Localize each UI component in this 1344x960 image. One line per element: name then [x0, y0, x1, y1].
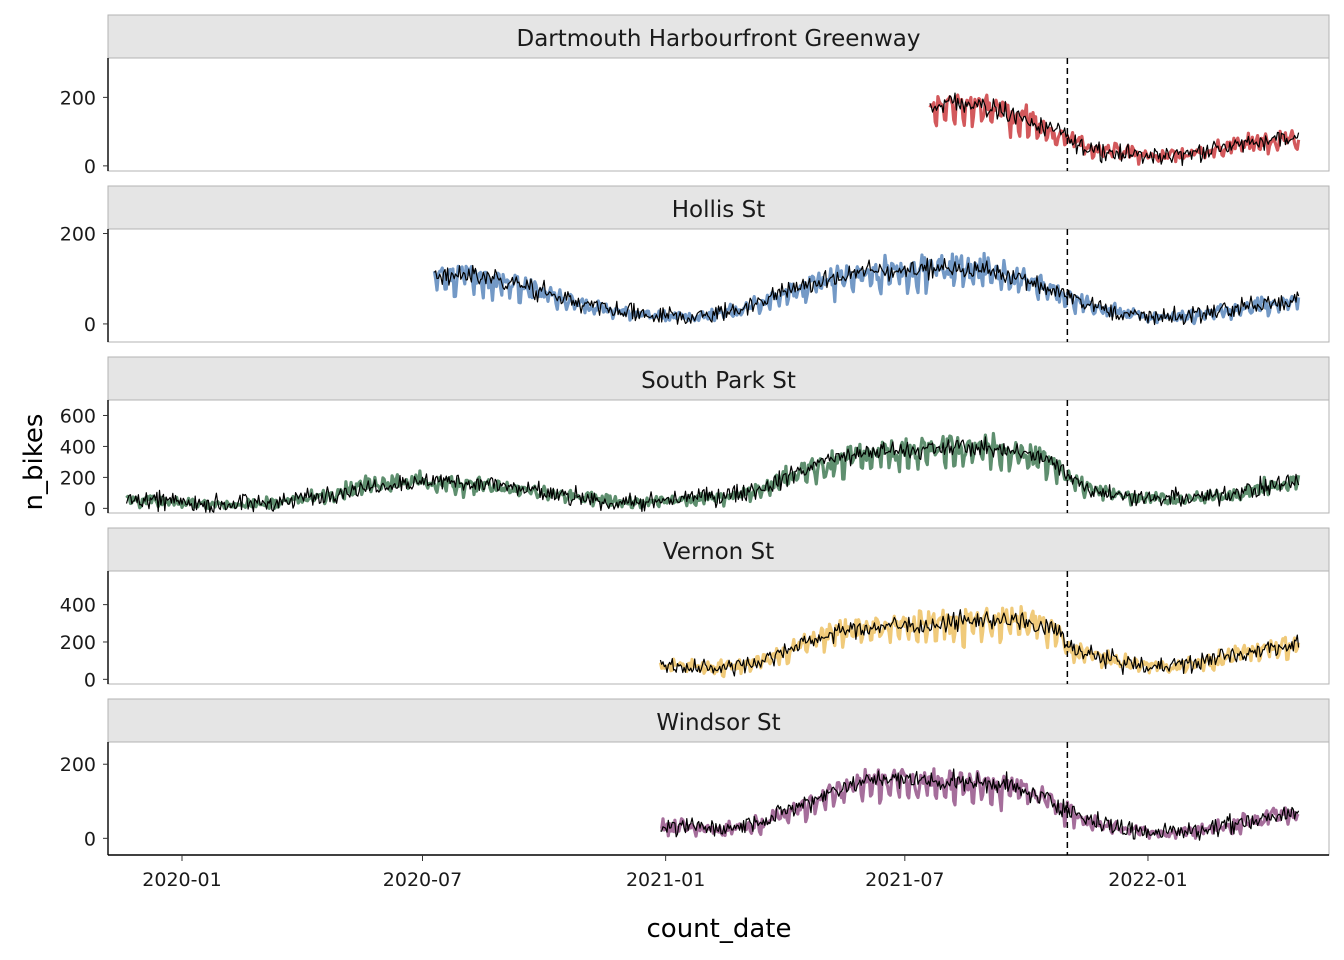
y-tick-label: 200: [60, 754, 96, 776]
x-axis: 2020-01 2020-07 2021-01 2021-07 2022-01: [108, 854, 1329, 891]
facet-strip: [107, 185, 1330, 230]
x-axis-title: count_date: [647, 914, 792, 944]
facet-panels: Dartmouth Harbourfront Greenway0200Holli…: [60, 14, 1330, 856]
x-tick-label: 2020-07: [383, 869, 462, 891]
facet-windsor-st: Windsor St 0 200: [60, 698, 1330, 856]
fitted-series-line: [125, 436, 1300, 513]
y-tick-label: 0: [84, 828, 96, 850]
facet-strip-label: South Park St: [641, 368, 796, 394]
y-tick-label: 400: [60, 595, 96, 617]
facet-dartmouth-harbourfront-greenway: Dartmouth Harbourfront Greenway 0 200: [60, 14, 1330, 178]
y-tick-label: 0: [84, 498, 96, 520]
y-tick-label: 0: [84, 669, 96, 691]
facet-strip: [107, 698, 1330, 743]
facet-strip: [107, 527, 1330, 572]
facet-strip-label: Hollis St: [672, 197, 765, 223]
y-tick-label: 600: [60, 405, 96, 427]
facet-strip-label: Vernon St: [663, 539, 774, 565]
facet-strip-label: Dartmouth Harbourfront Greenway: [517, 26, 921, 52]
facet-vernon-st: Vernon St 0 200 400: [60, 527, 1330, 691]
fitted-series-line: [929, 92, 1300, 167]
fitted-series-line: [659, 609, 1300, 677]
y-tick-label: 200: [60, 87, 96, 109]
x-tick-label: 2022-01: [1108, 869, 1187, 891]
facet-strip: [107, 356, 1330, 401]
y-tick-label: 0: [84, 156, 96, 178]
facet-south-park-st: South Park St 0 200 400 600: [60, 356, 1330, 520]
y-axis-title: n_bikes: [19, 414, 49, 511]
facet-hollis-st: Hollis St 0 200: [60, 185, 1330, 343]
x-tick-label: 2020-01: [142, 869, 221, 891]
observed-series-line: [928, 93, 1301, 166]
y-tick-label: 400: [60, 436, 96, 458]
fitted-series-line: [660, 768, 1300, 841]
facet-strip-label: Windsor St: [656, 710, 780, 736]
fitted-series-line: [433, 257, 1300, 326]
observed-series-line: [432, 251, 1301, 326]
y-tick-label: 0: [84, 314, 96, 336]
y-tick-label: 200: [60, 632, 96, 654]
x-tick-label: 2021-01: [626, 869, 705, 891]
x-tick-label: 2021-07: [865, 869, 944, 891]
y-tick-label: 200: [60, 224, 96, 246]
facet-strip: [107, 14, 1330, 59]
y-tick-label: 200: [60, 467, 96, 489]
panel-background: [107, 741, 1330, 856]
panel-background: [107, 228, 1330, 343]
